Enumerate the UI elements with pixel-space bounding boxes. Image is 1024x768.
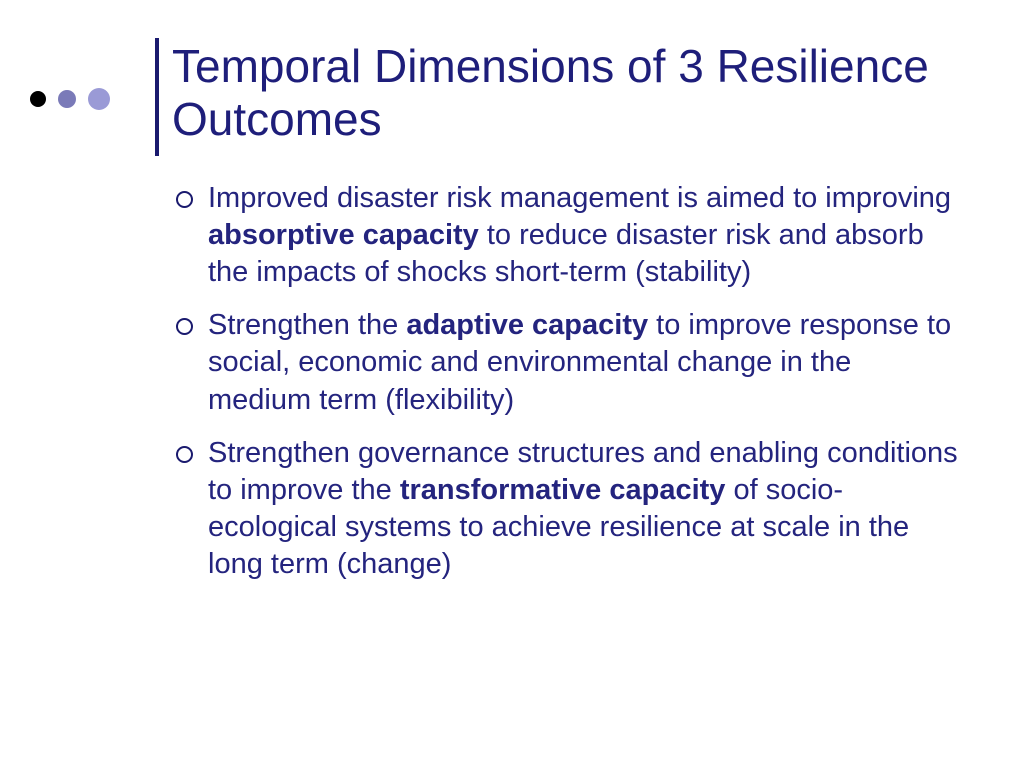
slide-title: Temporal Dimensions of 3 Resilience Outc…: [172, 40, 962, 146]
dot-3: [88, 88, 110, 110]
bullet-text-pre: Improved disaster risk management is aim…: [208, 182, 951, 214]
bullet-text-bold: transformative capacity: [400, 474, 726, 506]
decor-dots: [30, 88, 110, 110]
dot-1: [30, 91, 46, 107]
bullet-item: Improved disaster risk management is aim…: [172, 180, 962, 291]
bullet-item: Strengthen the adaptive capacity to impr…: [172, 307, 962, 418]
bullet-text-bold: absorptive capacity: [208, 219, 479, 251]
slide-content: Improved disaster risk management is aim…: [172, 180, 962, 599]
bullet-text-pre: Strengthen the: [208, 309, 406, 341]
dot-2: [58, 90, 76, 108]
bullet-text-bold: adaptive capacity: [406, 309, 648, 341]
title-divider: [155, 38, 159, 156]
bullet-list: Improved disaster risk management is aim…: [172, 180, 962, 583]
bullet-item: Strengthen governance structures and ena…: [172, 435, 962, 583]
